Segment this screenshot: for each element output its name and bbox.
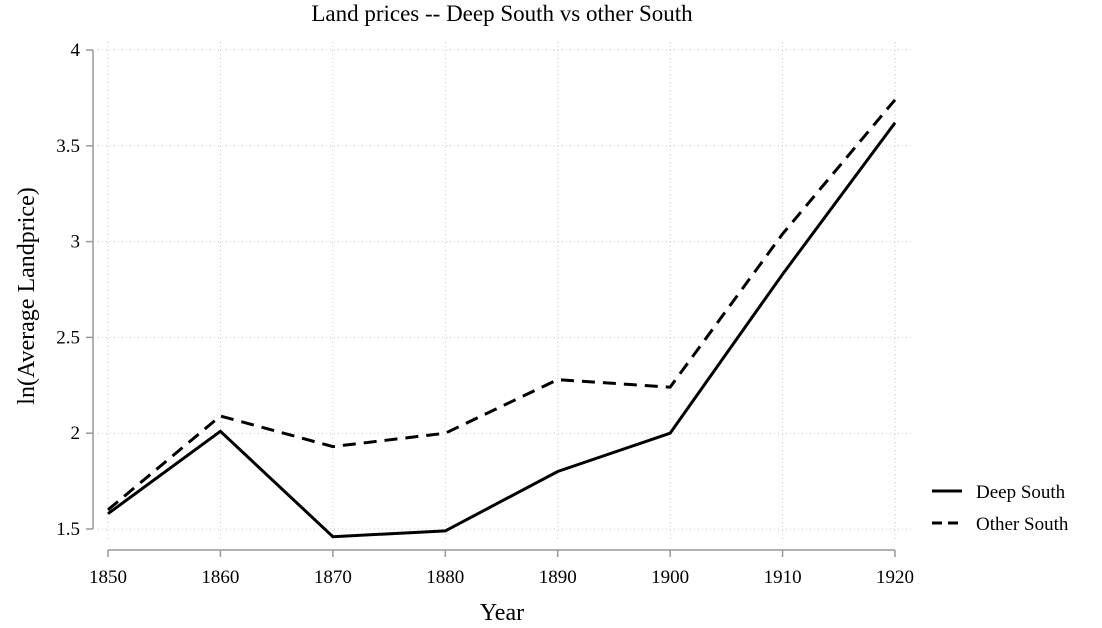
x-tick-label: 1920: [876, 567, 914, 588]
series-lines: [107, 98, 897, 539]
x-ticks: 1850 1860 1870 1880 1890 1900 1910 1920: [89, 550, 914, 588]
x-tick-label: 1850: [89, 567, 127, 588]
legend: Deep South Other South: [932, 482, 1069, 535]
y-tick-label: 1.5: [56, 519, 80, 540]
x-tick-label: 1870: [314, 567, 352, 588]
y-ticks: 1.5 2 2.5 3 3.5 4: [56, 40, 93, 540]
x-tick-label: 1890: [539, 567, 577, 588]
y-tick-label: 3: [71, 232, 81, 253]
y-tick-label: 2.5: [56, 327, 80, 348]
grid: [98, 42, 912, 540]
x-axis-title: Year: [480, 600, 524, 626]
x-tick-label: 1860: [201, 567, 239, 588]
x-tick-label: 1900: [651, 567, 689, 588]
series-line-other-south: [107, 98, 897, 511]
y-tick-label: 4: [71, 40, 81, 61]
y-axis-title: ln(Average Landprice): [14, 187, 40, 404]
chart-title: Land prices -- Deep South vs other South: [311, 1, 693, 26]
y-tick-label: 2: [71, 423, 81, 444]
y-tick-label: 3.5: [56, 136, 80, 157]
legend-label: Other South: [976, 514, 1069, 535]
series-line-deep-south: [107, 121, 897, 539]
legend-label: Deep South: [976, 482, 1066, 503]
x-tick-label: 1880: [426, 567, 464, 588]
x-tick-label: 1910: [764, 567, 802, 588]
